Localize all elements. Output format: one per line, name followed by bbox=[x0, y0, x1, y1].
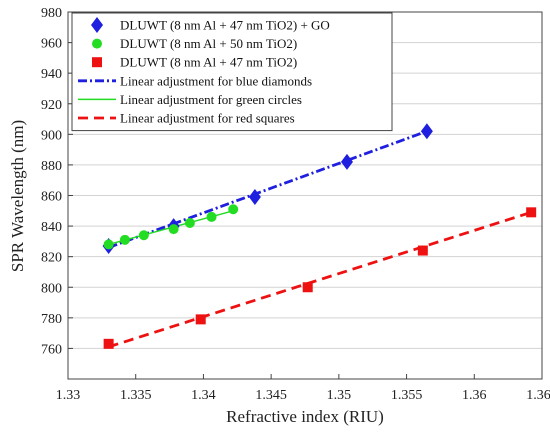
data-point-2 bbox=[526, 207, 537, 218]
data-point-1 bbox=[184, 218, 195, 229]
x-tick-label: 1.355 bbox=[391, 388, 423, 403]
x-tick-label: 1.34 bbox=[191, 388, 216, 403]
x-tick-label: 1.345 bbox=[255, 388, 287, 403]
legend-label-3: Linear adjustment for blue diamonds bbox=[120, 73, 312, 88]
data-point-1 bbox=[168, 224, 179, 235]
y-tick-label: 900 bbox=[41, 128, 62, 143]
data-point-0 bbox=[248, 189, 261, 206]
legend-label-0: DLUWT (8 nm Al + 47 nm TiO2) + GO bbox=[120, 18, 330, 33]
data-point-1 bbox=[228, 204, 239, 215]
y-tick-label: 880 bbox=[41, 159, 62, 174]
fit-line-2 bbox=[108, 210, 532, 349]
x-axis-title: Refractive index (RIU) bbox=[226, 407, 384, 426]
y-tick-label: 780 bbox=[41, 312, 62, 327]
x-tick-label: 1.33 bbox=[56, 388, 81, 403]
x-tick-label: 1.365 bbox=[526, 388, 550, 403]
legend-marker-1 bbox=[92, 38, 102, 49]
legend-marker-2 bbox=[92, 57, 102, 68]
data-point-0 bbox=[420, 123, 433, 140]
data-point-1 bbox=[138, 230, 149, 241]
legend-label-1: DLUWT (8 nm Al + 50 nm TiO2) bbox=[120, 36, 297, 51]
data-point-1 bbox=[103, 239, 114, 250]
x-tick-label: 1.335 bbox=[120, 388, 152, 403]
y-tick-label: 920 bbox=[41, 98, 62, 113]
data-point-0 bbox=[340, 153, 353, 170]
y-tick-label: 800 bbox=[41, 281, 62, 296]
y-axis-ticks: 760 780 800 820 840 860 880 900 920 940 960 980 bbox=[41, 6, 73, 357]
y-tick-label: 820 bbox=[41, 251, 62, 266]
data-point-1 bbox=[119, 234, 130, 245]
x-tick-label: 1.36 bbox=[462, 388, 487, 403]
y-tick-label: 760 bbox=[41, 342, 62, 357]
legend-box bbox=[71, 12, 393, 132]
data-markers bbox=[102, 123, 537, 349]
y-axis-title: SPR Wavelength (nm) bbox=[8, 120, 27, 272]
x-axis-ticks: 1.33 1.335 1.34 1.345 1.35 1.355 1.36 1.365 bbox=[56, 374, 550, 403]
fit-line-0 bbox=[108, 129, 428, 249]
data-point-2 bbox=[195, 314, 206, 325]
data-point-2 bbox=[103, 338, 114, 349]
y-tick-label: 940 bbox=[41, 67, 62, 82]
y-tick-label: 840 bbox=[41, 220, 62, 235]
x-tick-label: 1.35 bbox=[327, 388, 352, 403]
y-tick-label: 980 bbox=[41, 6, 62, 21]
legend-label-4: Linear adjustment for green circles bbox=[120, 92, 302, 107]
legend-marker-0 bbox=[91, 17, 103, 33]
legend-label-2: DLUWT (8 nm Al + 47 nm TiO2) bbox=[120, 55, 297, 70]
legend: DLUWT (8 nm Al + 47 nm TiO2) + GO DLUWT (… bbox=[71, 12, 393, 132]
data-point-1 bbox=[206, 211, 217, 222]
y-tick-label: 960 bbox=[41, 37, 62, 52]
data-point-2 bbox=[417, 245, 428, 256]
legend-label-5: Linear adjustment for red squares bbox=[120, 111, 295, 126]
data-point-2 bbox=[302, 282, 313, 293]
y-tick-label: 860 bbox=[41, 190, 62, 205]
